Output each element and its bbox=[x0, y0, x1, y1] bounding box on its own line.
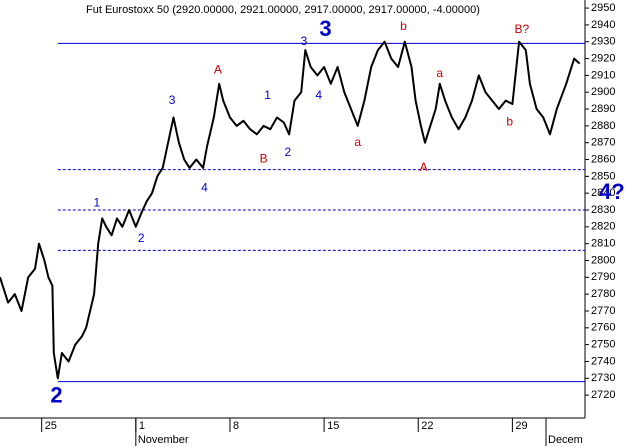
y-tick-label: 2930 bbox=[591, 36, 615, 48]
y-tick-label: 2940 bbox=[591, 19, 615, 31]
y-tick-label: 2800 bbox=[591, 254, 615, 266]
wave-label: a bbox=[436, 66, 443, 80]
wave-label: A bbox=[420, 160, 428, 174]
wave-label: 4? bbox=[599, 179, 625, 204]
x-tick-label: 1 bbox=[139, 420, 145, 432]
wave-label: 1 bbox=[93, 195, 100, 209]
x-tick-label: 29 bbox=[515, 420, 527, 432]
y-tick-label: 2950 bbox=[591, 2, 615, 14]
wave-label: A bbox=[214, 63, 222, 77]
y-tick-label: 2820 bbox=[591, 221, 615, 233]
y-tick-label: 2770 bbox=[591, 305, 615, 317]
wave-label: 4 bbox=[315, 88, 322, 102]
wave-label: b bbox=[400, 19, 407, 33]
y-tick-label: 2730 bbox=[591, 372, 615, 384]
wave-label: 2 bbox=[138, 231, 145, 245]
y-tick-label: 2920 bbox=[591, 52, 615, 64]
y-tick-label: 2870 bbox=[591, 137, 615, 149]
wave-label: 4 bbox=[201, 180, 208, 194]
x-tick-label: 8 bbox=[233, 420, 239, 432]
y-tick-label: 2740 bbox=[591, 355, 615, 367]
y-tick-label: 2900 bbox=[591, 86, 615, 98]
wave-label: 3 bbox=[319, 16, 331, 41]
month-label: November bbox=[138, 434, 189, 446]
y-tick-label: 2880 bbox=[591, 120, 615, 132]
x-tick-label: 22 bbox=[421, 420, 433, 432]
wave-label: b bbox=[506, 115, 513, 129]
y-tick-label: 2830 bbox=[591, 204, 615, 216]
wave-label: B bbox=[260, 152, 268, 166]
y-tick-label: 2860 bbox=[591, 153, 615, 165]
wave-label: 2 bbox=[50, 383, 62, 408]
wave-label: B? bbox=[514, 22, 529, 36]
x-tick-label: 15 bbox=[327, 420, 339, 432]
price-line bbox=[0, 40, 581, 380]
y-tick-label: 2850 bbox=[591, 170, 615, 182]
y-tick-label: 2840 bbox=[591, 187, 615, 199]
wave-label: 2 bbox=[284, 145, 291, 159]
wave-label: a bbox=[354, 135, 361, 149]
y-tick-label: 2750 bbox=[591, 339, 615, 351]
x-tick-label: 25 bbox=[45, 420, 57, 432]
y-tick-label: 2910 bbox=[591, 69, 615, 81]
y-tick-label: 2760 bbox=[591, 322, 615, 334]
y-tick-label: 2720 bbox=[591, 389, 615, 401]
y-tick-label: 2780 bbox=[591, 288, 615, 300]
month-label: Decem bbox=[548, 434, 583, 446]
wave-label: 1 bbox=[264, 88, 271, 102]
wave-label: 3 bbox=[301, 34, 308, 48]
y-tick-label: 2790 bbox=[591, 271, 615, 283]
y-tick-label: 2890 bbox=[591, 103, 615, 115]
y-tick-label: 2810 bbox=[591, 238, 615, 250]
chart-title: Fut Eurostoxx 50 (2920.00000, 2921.00000… bbox=[86, 4, 480, 16]
wave-label: 3 bbox=[169, 93, 176, 107]
